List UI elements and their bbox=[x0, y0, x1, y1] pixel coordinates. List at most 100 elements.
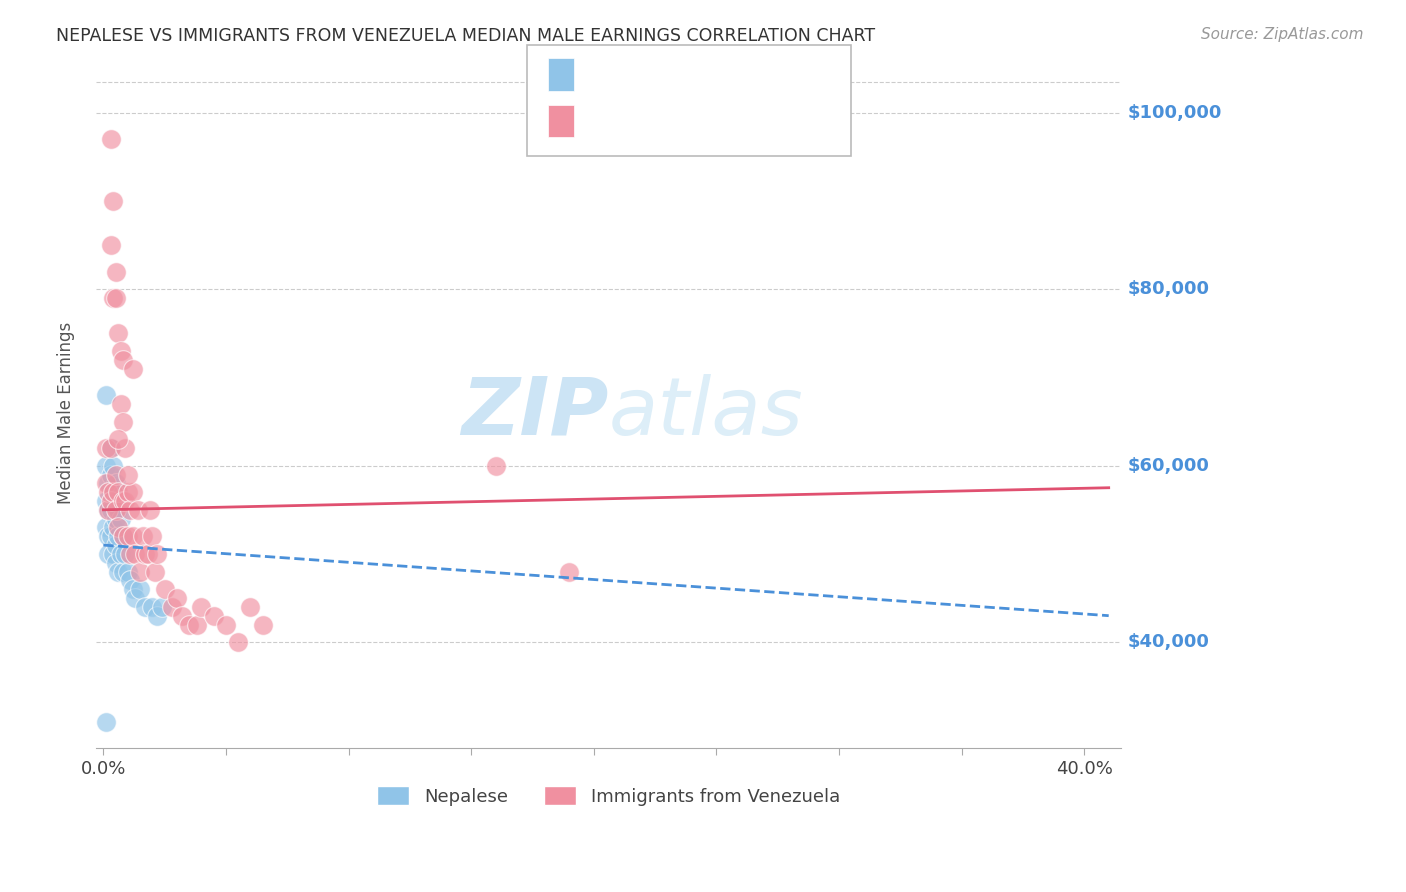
Point bbox=[104, 467, 127, 482]
Point bbox=[94, 458, 117, 473]
Point bbox=[121, 529, 143, 543]
Point bbox=[136, 547, 159, 561]
Point bbox=[114, 494, 136, 508]
Text: $100,000: $100,000 bbox=[1128, 103, 1222, 121]
Text: $60,000: $60,000 bbox=[1128, 457, 1209, 475]
Point bbox=[111, 529, 134, 543]
Point bbox=[226, 635, 249, 649]
Point bbox=[110, 547, 132, 561]
Point bbox=[94, 714, 117, 729]
Point bbox=[107, 529, 129, 543]
Point bbox=[101, 458, 124, 473]
Point bbox=[111, 352, 134, 367]
Point bbox=[117, 467, 139, 482]
Point bbox=[100, 494, 122, 508]
Text: 0.044: 0.044 bbox=[612, 117, 668, 135]
Point bbox=[129, 582, 152, 597]
Point bbox=[104, 556, 127, 570]
Point bbox=[110, 511, 132, 525]
Point bbox=[104, 494, 127, 508]
Point bbox=[101, 485, 124, 500]
Point bbox=[97, 529, 120, 543]
Point bbox=[117, 485, 139, 500]
Point bbox=[107, 565, 129, 579]
Point bbox=[117, 529, 139, 543]
Point bbox=[97, 476, 120, 491]
Point bbox=[485, 458, 508, 473]
Text: ZIP: ZIP bbox=[461, 374, 609, 451]
Point bbox=[202, 608, 225, 623]
Point bbox=[107, 432, 129, 446]
Point bbox=[97, 503, 120, 517]
Text: N = 39: N = 39 bbox=[675, 70, 742, 89]
Text: $80,000: $80,000 bbox=[1128, 280, 1211, 298]
Point bbox=[252, 617, 274, 632]
Point bbox=[141, 529, 163, 543]
Text: N = 59: N = 59 bbox=[675, 117, 742, 135]
Point bbox=[239, 599, 262, 614]
Point bbox=[117, 565, 139, 579]
Text: $40,000: $40,000 bbox=[1128, 633, 1209, 651]
Point bbox=[143, 565, 166, 579]
Point bbox=[124, 591, 146, 605]
Y-axis label: Median Male Earnings: Median Male Earnings bbox=[58, 322, 75, 504]
Point bbox=[170, 608, 193, 623]
Point bbox=[100, 441, 122, 455]
Point bbox=[100, 238, 122, 252]
Point bbox=[104, 511, 127, 525]
Point bbox=[179, 617, 201, 632]
Point bbox=[101, 520, 124, 534]
Point bbox=[120, 503, 142, 517]
Point bbox=[94, 494, 117, 508]
Point bbox=[146, 608, 169, 623]
Point bbox=[215, 617, 238, 632]
Text: NEPALESE VS IMMIGRANTS FROM VENEZUELA MEDIAN MALE EARNINGS CORRELATION CHART: NEPALESE VS IMMIGRANTS FROM VENEZUELA ME… bbox=[56, 27, 876, 45]
Point bbox=[141, 599, 163, 614]
Point bbox=[101, 291, 124, 305]
Point bbox=[110, 343, 132, 358]
Point bbox=[558, 565, 581, 579]
Point bbox=[107, 503, 129, 517]
Point bbox=[114, 547, 136, 561]
Point bbox=[129, 565, 152, 579]
Point bbox=[134, 599, 156, 614]
Text: R =: R = bbox=[581, 117, 626, 135]
Point bbox=[121, 361, 143, 376]
Point bbox=[124, 547, 146, 561]
Point bbox=[120, 574, 142, 588]
Point bbox=[107, 326, 129, 341]
Point bbox=[104, 538, 127, 552]
Point bbox=[100, 529, 122, 543]
Point bbox=[94, 476, 117, 491]
Point bbox=[104, 503, 127, 517]
Point bbox=[100, 467, 122, 482]
Point bbox=[114, 441, 136, 455]
Point bbox=[100, 503, 122, 517]
Point bbox=[186, 617, 208, 632]
Point bbox=[153, 582, 176, 597]
Point bbox=[111, 565, 134, 579]
Text: -0.027: -0.027 bbox=[612, 70, 676, 89]
Point bbox=[107, 520, 129, 534]
Point bbox=[127, 503, 149, 517]
Point bbox=[104, 291, 127, 305]
Point bbox=[111, 415, 134, 429]
Point bbox=[104, 476, 127, 491]
Point bbox=[107, 485, 129, 500]
Point bbox=[111, 529, 134, 543]
Text: Source: ZipAtlas.com: Source: ZipAtlas.com bbox=[1201, 27, 1364, 42]
Point bbox=[94, 441, 117, 455]
Point bbox=[121, 485, 143, 500]
Point bbox=[94, 520, 117, 534]
Point bbox=[134, 547, 156, 561]
Point bbox=[100, 441, 122, 455]
Point bbox=[101, 485, 124, 500]
Point bbox=[160, 599, 183, 614]
Point bbox=[120, 547, 142, 561]
Point bbox=[97, 547, 120, 561]
Point bbox=[121, 582, 143, 597]
Point bbox=[166, 591, 188, 605]
Point bbox=[97, 485, 120, 500]
Legend: Nepalese, Immigrants from Venezuela: Nepalese, Immigrants from Venezuela bbox=[370, 779, 848, 813]
Point bbox=[131, 529, 153, 543]
